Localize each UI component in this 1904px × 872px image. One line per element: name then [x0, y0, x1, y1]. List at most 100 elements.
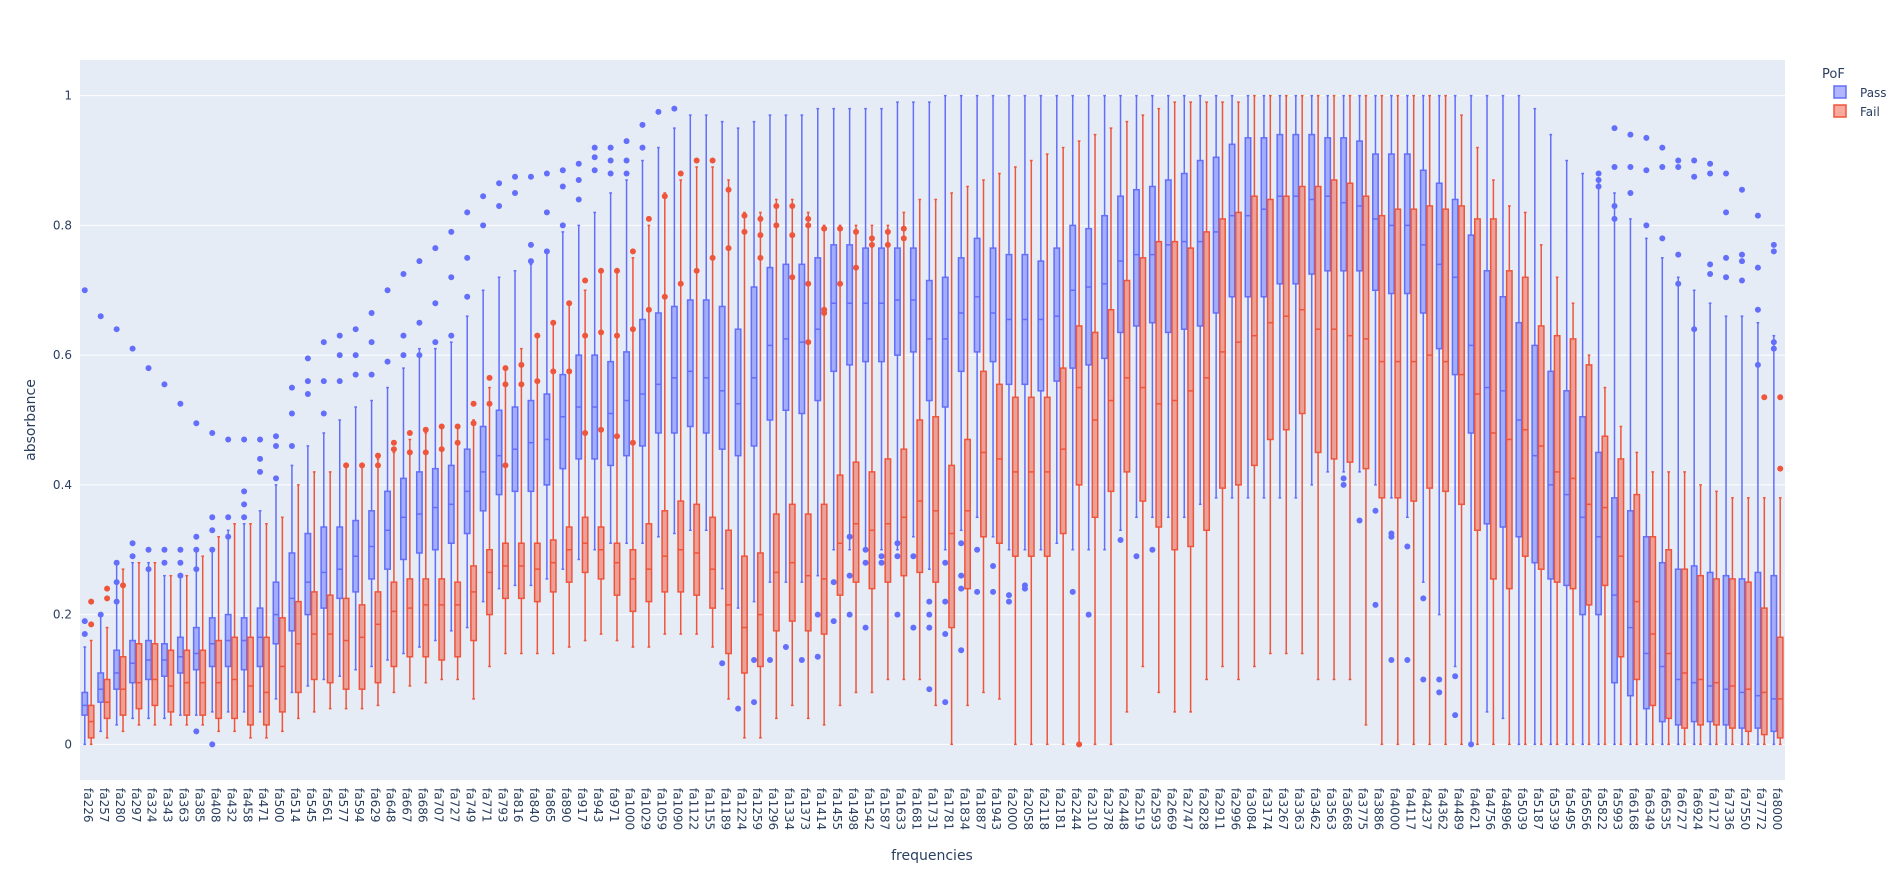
box-pass[interactable] — [1053, 94, 1061, 544]
box-pass[interactable] — [304, 355, 312, 687]
box-pass[interactable] — [1101, 94, 1109, 551]
box-pass[interactable] — [1117, 94, 1124, 543]
box-fail[interactable] — [1426, 94, 1434, 746]
box-pass[interactable] — [352, 326, 360, 671]
box-pass[interactable] — [288, 384, 296, 694]
box-pass[interactable] — [1563, 159, 1571, 746]
box-pass[interactable] — [1547, 133, 1555, 746]
box-fail[interactable] — [1585, 354, 1593, 746]
box-fail[interactable] — [342, 462, 350, 710]
box-fail[interactable] — [1139, 114, 1147, 668]
box-fail[interactable] — [278, 516, 286, 733]
box-pass[interactable] — [1611, 125, 1618, 746]
box-fail[interactable] — [1314, 94, 1322, 681]
box-fail[interactable] — [709, 157, 717, 648]
box-pass[interactable] — [878, 107, 885, 566]
box-pass[interactable] — [224, 436, 232, 713]
box-pass[interactable] — [129, 345, 137, 720]
box-fail[interactable] — [804, 211, 812, 720]
box-pass[interactable] — [431, 245, 439, 642]
box-pass[interactable] — [192, 420, 200, 735]
box-fail[interactable] — [119, 568, 127, 733]
box-fail[interactable] — [995, 172, 1003, 700]
box-fail[interactable] — [1378, 94, 1386, 746]
box-pass[interactable] — [1499, 94, 1507, 720]
box-pass[interactable] — [1722, 170, 1730, 746]
box-fail[interactable] — [549, 319, 557, 655]
box-fail[interactable] — [1505, 205, 1513, 746]
box-pass[interactable] — [1419, 94, 1427, 683]
box-fail[interactable] — [1442, 94, 1450, 746]
box-pass[interactable] — [862, 107, 870, 631]
box-pass[interactable] — [1595, 170, 1603, 746]
box-fail[interactable] — [231, 523, 239, 733]
box-pass[interactable] — [670, 105, 678, 535]
box-fail[interactable] — [422, 426, 430, 684]
box-pass[interactable] — [973, 94, 981, 595]
box-pass[interactable] — [145, 365, 152, 720]
box-fail[interactable] — [470, 400, 478, 700]
box-fail[interactable] — [1075, 140, 1083, 748]
box-fail[interactable] — [1123, 120, 1131, 713]
box-fail[interactable] — [964, 185, 972, 707]
box-fail[interactable] — [1474, 146, 1481, 746]
box-pass[interactable] — [1085, 94, 1093, 618]
box-fail[interactable] — [247, 523, 254, 739]
box-pass[interactable] — [1690, 157, 1698, 746]
box-pass[interactable] — [1467, 94, 1475, 748]
box-pass[interactable] — [1133, 94, 1140, 560]
box-fail[interactable] — [1234, 101, 1242, 681]
box-fail[interactable] — [486, 374, 493, 668]
box-fail[interactable] — [390, 439, 398, 694]
box-pass[interactable] — [495, 180, 503, 590]
box-pass[interactable] — [384, 287, 391, 661]
box-pass[interactable] — [113, 326, 121, 726]
box-fail[interactable] — [980, 179, 987, 694]
box-fail[interactable] — [677, 170, 685, 635]
box-pass[interactable] — [1324, 94, 1332, 473]
box-fail[interactable] — [1776, 394, 1784, 746]
box-pass[interactable] — [989, 94, 997, 595]
box-fail[interactable] — [581, 277, 589, 642]
box-fail[interactable] — [852, 224, 860, 694]
box-pass[interactable] — [559, 167, 567, 570]
box-fail[interactable] — [1553, 276, 1561, 746]
box-pass[interactable] — [718, 120, 726, 667]
box-fail[interactable] — [199, 555, 207, 726]
box-fail[interactable] — [836, 224, 844, 707]
box-pass[interactable] — [240, 436, 248, 713]
box-pass[interactable] — [782, 114, 790, 651]
box-pass[interactable] — [1292, 94, 1300, 499]
box-fail[interactable] — [374, 452, 382, 707]
box-pass[interactable] — [941, 94, 949, 706]
box-fail[interactable] — [501, 365, 509, 655]
box-fail[interactable] — [693, 157, 701, 635]
box-fail[interactable] — [948, 192, 956, 746]
box-fail[interactable] — [215, 536, 223, 733]
box-pass[interactable] — [607, 144, 615, 544]
box-fail[interactable] — [1330, 94, 1338, 681]
box-fail[interactable] — [358, 462, 366, 710]
box-pass[interactable] — [1037, 94, 1045, 551]
box-fail[interactable] — [1681, 471, 1689, 746]
box-pass[interactable] — [1579, 172, 1587, 746]
box-fail[interactable] — [629, 248, 637, 648]
box-fail[interactable] — [1091, 133, 1099, 746]
box-fail[interactable] — [613, 267, 621, 642]
box-fail[interactable] — [1346, 94, 1354, 681]
box-fail[interactable] — [517, 347, 525, 655]
box-fail[interactable] — [1011, 166, 1019, 746]
box-fail[interactable] — [661, 192, 669, 635]
box-fail[interactable] — [1250, 94, 1258, 668]
box-pass[interactable] — [400, 271, 407, 655]
box-fail[interactable] — [167, 574, 175, 726]
box-fail[interactable] — [135, 561, 143, 726]
box-fail[interactable] — [1203, 101, 1211, 681]
box-fail[interactable] — [1697, 484, 1705, 746]
box-pass[interactable] — [208, 429, 216, 748]
box-pass[interactable] — [160, 381, 168, 720]
box-fail[interactable] — [932, 198, 940, 707]
box-pass[interactable] — [543, 170, 551, 580]
box-pass[interactable] — [1658, 144, 1666, 746]
box-pass[interactable] — [1738, 186, 1746, 746]
